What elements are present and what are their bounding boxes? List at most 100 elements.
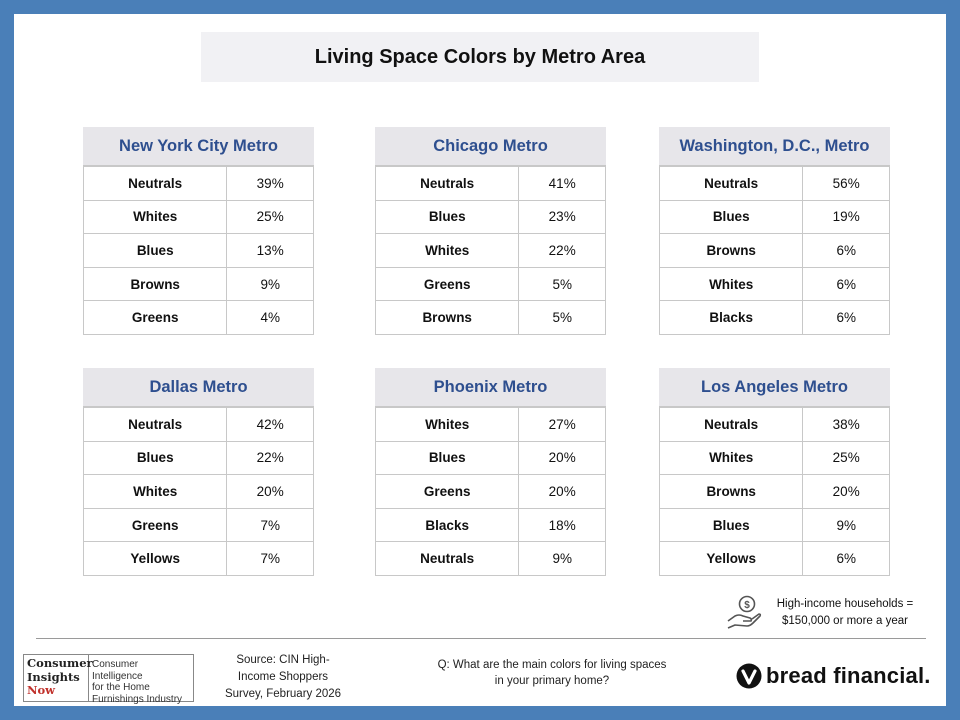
percent-cell: 25% (226, 199, 314, 235)
metro-header: New York City Metro (83, 127, 314, 166)
hand-coin-icon: $ (727, 595, 762, 629)
table-row: Neutrals 56% (658, 166, 890, 201)
source-line: Survey, February 2026 (224, 688, 342, 700)
income-note-line2: $150,000 or more a year (782, 615, 908, 627)
table-row: Greens 5% (374, 266, 606, 302)
table-row: Neutrals 42% (82, 407, 314, 442)
table-row: Blues 23% (374, 199, 606, 235)
table-row: Blues 19% (658, 199, 890, 235)
metro-color-table: Whites 27% Blues 20% Greens 20% Blacks 18% Neutr… (374, 407, 606, 576)
color-name-cell: Whites (82, 474, 228, 509)
percent-cell: 5% (518, 266, 606, 302)
metro-table: Los Angeles Metro Neutrals 38% Whites 25% Bro… (658, 368, 890, 576)
color-name-cell: Blues (82, 440, 228, 476)
metro-color-table: Neutrals 41% Blues 23% Whites 22% Greens 5% Brow… (374, 166, 606, 335)
table-row: Whites 25% (82, 199, 314, 235)
table-row: Neutrals 38% (658, 407, 890, 442)
color-name-cell: Whites (82, 199, 228, 235)
table-row: Whites 22% (374, 233, 606, 268)
question-line: in your primary home? (494, 675, 610, 687)
color-name-cell: Neutrals (374, 541, 520, 576)
table-row: Whites 27% (374, 407, 606, 442)
color-name-cell: Browns (658, 474, 804, 509)
percent-cell: 39% (226, 166, 314, 201)
percent-cell: 20% (226, 474, 314, 509)
percent-cell: 7% (226, 541, 314, 576)
cin-logo: Consumer Insights Now Consumer Intellige… (23, 654, 194, 705)
color-name-cell: Neutrals (658, 166, 804, 201)
table-row: Greens 7% (82, 507, 314, 543)
percent-cell: 23% (518, 199, 606, 235)
color-name-cell: Whites (374, 407, 520, 442)
metro-table: Dallas Metro Neutrals 42% Blues 22% Whites 20%… (82, 368, 314, 576)
color-name-cell: Greens (82, 507, 228, 543)
percent-cell: 22% (518, 233, 606, 268)
percent-cell: 42% (226, 407, 314, 442)
percent-cell: 20% (518, 474, 606, 509)
metro-table: New York City Metro Neutrals 39% Whites 25% B… (82, 127, 314, 335)
color-name-cell: Whites (658, 266, 804, 302)
table-row: Whites 6% (658, 266, 890, 302)
percent-cell: 22% (226, 440, 314, 476)
table-row: Greens 4% (82, 300, 314, 335)
percent-cell: 6% (802, 541, 890, 576)
color-name-cell: Blacks (658, 300, 804, 335)
percent-cell: 4% (226, 300, 314, 335)
source-line: Source: CIN High- (236, 654, 330, 666)
percent-cell: 20% (802, 474, 890, 509)
color-name-cell: Yellows (82, 541, 228, 576)
percent-cell: 38% (802, 407, 890, 442)
color-name-cell: Browns (82, 266, 228, 302)
metro-table: Washington, D.C., Metro Neutrals 56% Blues 1… (658, 127, 890, 335)
page-title: Living Space Colors by Metro Area (201, 32, 759, 82)
table-row: Neutrals 9% (374, 541, 606, 576)
table-row: Blacks 18% (374, 507, 606, 543)
percent-cell: 5% (518, 300, 606, 335)
table-row: Blues 20% (374, 440, 606, 476)
metro-header: Washington, D.C., Metro (659, 127, 890, 166)
percent-cell: 27% (518, 407, 606, 442)
question-line: Q: What are the main colors for living s… (437, 659, 667, 671)
cin-logo-word: Insights (27, 669, 80, 684)
color-name-cell: Greens (374, 266, 520, 302)
table-row: Yellows 7% (82, 541, 314, 576)
table-row: Yellows 6% (658, 541, 890, 576)
source-line: Income Shoppers (237, 671, 329, 683)
color-name-cell: Neutrals (82, 166, 228, 201)
source-note: Source: CIN High- Income Shoppers Survey… (212, 652, 354, 703)
table-row: Blacks 6% (658, 300, 890, 335)
color-name-cell: Neutrals (374, 166, 520, 201)
table-row: Browns 5% (374, 300, 606, 335)
percent-cell: 7% (226, 507, 314, 543)
color-name-cell: Whites (374, 233, 520, 268)
cin-tagline-line: Furnishings Industry (92, 693, 183, 705)
color-name-cell: Blues (658, 199, 804, 235)
table-row: Browns 6% (658, 233, 890, 268)
color-name-cell: Neutrals (82, 407, 228, 442)
table-row: Blues 9% (658, 507, 890, 543)
cin-tagline-line: for the Home (92, 682, 150, 693)
metro-header: Dallas Metro (83, 368, 314, 407)
color-name-cell: Browns (658, 233, 804, 268)
income-note-line1: High-income households = (776, 598, 914, 610)
cin-tagline-line: Consumer Intelligence (92, 659, 143, 682)
bread-financial-logo: bread financial. (736, 663, 931, 689)
color-name-cell: Blues (374, 440, 520, 476)
percent-cell: 6% (802, 233, 890, 268)
table-row: Browns 9% (82, 266, 314, 302)
footer-divider (36, 638, 926, 639)
table-row: Greens 20% (374, 474, 606, 509)
table-row: Whites 20% (82, 474, 314, 509)
metro-color-table: Neutrals 39% Whites 25% Blues 13% Browns 9% Gree… (82, 166, 314, 335)
percent-cell: 56% (802, 166, 890, 201)
metro-header: Los Angeles Metro (659, 368, 890, 407)
percent-cell: 9% (518, 541, 606, 576)
table-row: Whites 25% (658, 440, 890, 476)
slide: Living Space Colors by Metro Area New Yo… (14, 14, 946, 706)
income-note: $ High-income households = $150,000 or m… (725, 594, 919, 632)
color-name-cell: Blues (82, 233, 228, 268)
percent-cell: 13% (226, 233, 314, 268)
color-name-cell: Greens (374, 474, 520, 509)
metro-header: Phoenix Metro (375, 368, 606, 407)
color-name-cell: Yellows (658, 541, 804, 576)
